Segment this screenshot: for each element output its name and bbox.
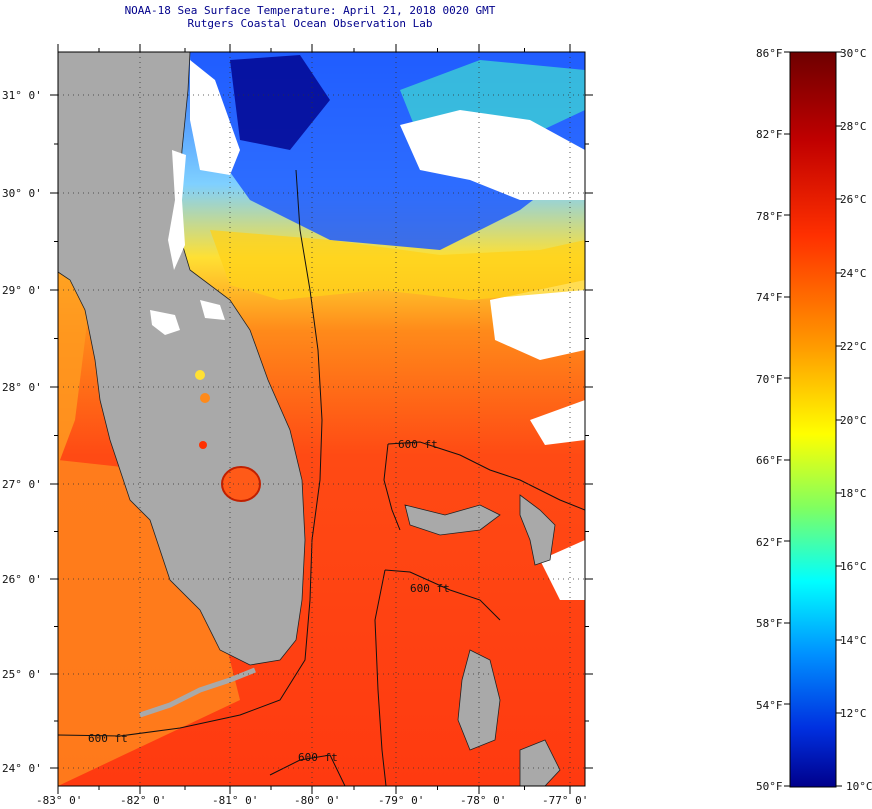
interior-white-1	[168, 150, 186, 270]
lake-okeechobee	[221, 466, 261, 502]
lon-label: -81° 0'	[212, 794, 258, 807]
gulf-warm-water	[58, 460, 240, 786]
lat-label: 29° 0'	[2, 284, 42, 297]
interior-white-3	[200, 300, 225, 320]
lon-label: -83° 0'	[36, 794, 82, 807]
fahrenheit-label: 54°F	[756, 699, 783, 712]
interior-lake-3	[200, 393, 210, 403]
lat-label: 26° 0'	[2, 573, 42, 586]
interior-white-2	[150, 310, 180, 335]
florida-land	[58, 52, 306, 666]
axis-ticks	[50, 44, 593, 794]
celsius-label: 12°C	[840, 707, 867, 720]
celsius-labels: 30°C 28°C 26°C 24°C 22°C 20°C 18°C 16°C …	[840, 47, 872, 793]
fahrenheit-label: 50°F	[756, 780, 783, 793]
celsius-label: 26°C	[840, 193, 867, 206]
depth-label: 600 ft	[398, 438, 438, 451]
fahrenheit-label: 86°F	[756, 47, 783, 60]
lon-label: -80° 0'	[294, 794, 340, 807]
isobath-600ft-bahamas-south	[374, 569, 501, 786]
celsius-label: 14°C	[840, 634, 867, 647]
latitude-labels: 31° 0' 30° 0' 29° 0' 28° 0' 27° 0' 26° 0…	[2, 89, 42, 775]
cloud-cover-5	[540, 540, 585, 600]
depth-label: 600 ft	[88, 732, 128, 745]
map-title: NOAA-18 Sea Surface Temperature: April 2…	[124, 4, 496, 17]
florida-keys	[139, 667, 256, 718]
fahrenheit-label: 66°F	[756, 454, 783, 467]
fahrenheit-label: 78°F	[756, 210, 783, 223]
fahrenheit-label: 70°F	[756, 373, 783, 386]
lon-label: -78° 0'	[460, 794, 506, 807]
cloud-cover-3	[490, 280, 585, 360]
celsius-label: 22°C	[840, 340, 867, 353]
temperature-colorbar	[789, 51, 837, 788]
cold-core-north	[230, 55, 330, 150]
lat-label: 27° 0'	[2, 478, 42, 491]
interior-lake-2	[195, 370, 205, 380]
southern-island	[519, 739, 561, 786]
isobath-600ft-south	[269, 754, 346, 786]
depth-label: 600 ft	[298, 751, 338, 764]
cloud-cover-1	[190, 60, 240, 175]
lon-label: -77° 0'	[542, 794, 588, 807]
isobath-600ft-florida	[58, 169, 323, 737]
celsius-label: 16°C	[840, 560, 867, 573]
lat-label: 24° 0'	[2, 762, 42, 775]
lat-label: 25° 0'	[2, 668, 42, 681]
abaco-island	[519, 494, 556, 566]
celsius-label: 20°C	[840, 414, 867, 427]
interior-lake-1	[199, 441, 207, 449]
cloud-cover-2	[400, 110, 585, 200]
lon-label: -82° 0'	[120, 794, 166, 807]
fahrenheit-label: 82°F	[756, 128, 783, 141]
map-subtitle: Rutgers Coastal Ocean Observation Lab	[187, 17, 433, 30]
cloud-cover-4	[530, 400, 585, 445]
gulf-water	[58, 270, 90, 786]
celsius-label: 18°C	[840, 487, 867, 500]
isobath-600ft-bahamas-north	[383, 441, 585, 531]
warm-transition-band	[210, 230, 585, 300]
fahrenheit-label: 62°F	[756, 536, 783, 549]
fahrenheit-label: 58°F	[756, 617, 783, 630]
andros-island	[457, 649, 501, 751]
lat-label: 28° 0'	[2, 381, 42, 394]
lat-label: 31° 0'	[2, 89, 42, 102]
map-frame	[57, 51, 586, 787]
depth-label: 600 ft	[410, 582, 450, 595]
celsius-label: 24°C	[840, 267, 867, 280]
colorbar-ticks	[784, 51, 842, 787]
fahrenheit-label: 74°F	[756, 291, 783, 304]
grand-bahama	[404, 504, 501, 536]
lon-label: -79° 0'	[378, 794, 424, 807]
lat-label: 30° 0'	[2, 187, 42, 200]
celsius-label: 10°C	[846, 780, 872, 793]
longitude-labels: -83° 0' -82° 0' -81° 0' -80° 0' -79° 0' …	[36, 794, 588, 807]
celsius-label: 30°C	[840, 47, 867, 60]
sst-map: 600 ft 600 ft 600 ft 600 ft	[58, 52, 585, 786]
fahrenheit-labels: 86°F 82°F 78°F 74°F 70°F 66°F 62°F 58°F …	[756, 47, 783, 793]
celsius-label: 28°C	[840, 120, 867, 133]
